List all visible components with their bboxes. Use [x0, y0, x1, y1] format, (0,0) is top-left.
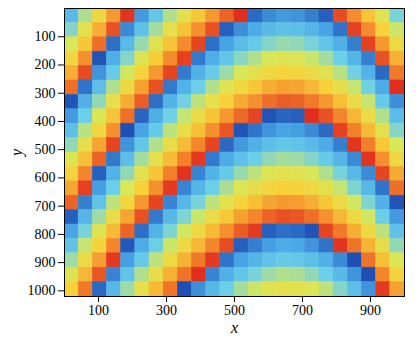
svg-text:700: 700	[292, 303, 313, 318]
svg-text:200: 200	[35, 57, 56, 72]
svg-text:x: x	[230, 319, 238, 336]
svg-text:1000: 1000	[28, 283, 56, 298]
svg-text:500: 500	[35, 142, 56, 157]
svg-text:100: 100	[35, 29, 56, 44]
svg-text:500: 500	[224, 303, 245, 318]
svg-text:900: 900	[360, 303, 381, 318]
svg-text:y: y	[8, 148, 26, 158]
svg-text:400: 400	[35, 114, 56, 129]
svg-text:300: 300	[35, 86, 56, 101]
svg-text:300: 300	[156, 303, 177, 318]
svg-text:600: 600	[35, 170, 56, 185]
svg-text:900: 900	[35, 255, 56, 270]
svg-text:100: 100	[88, 303, 109, 318]
svg-text:700: 700	[35, 199, 56, 214]
svg-text:800: 800	[35, 227, 56, 242]
